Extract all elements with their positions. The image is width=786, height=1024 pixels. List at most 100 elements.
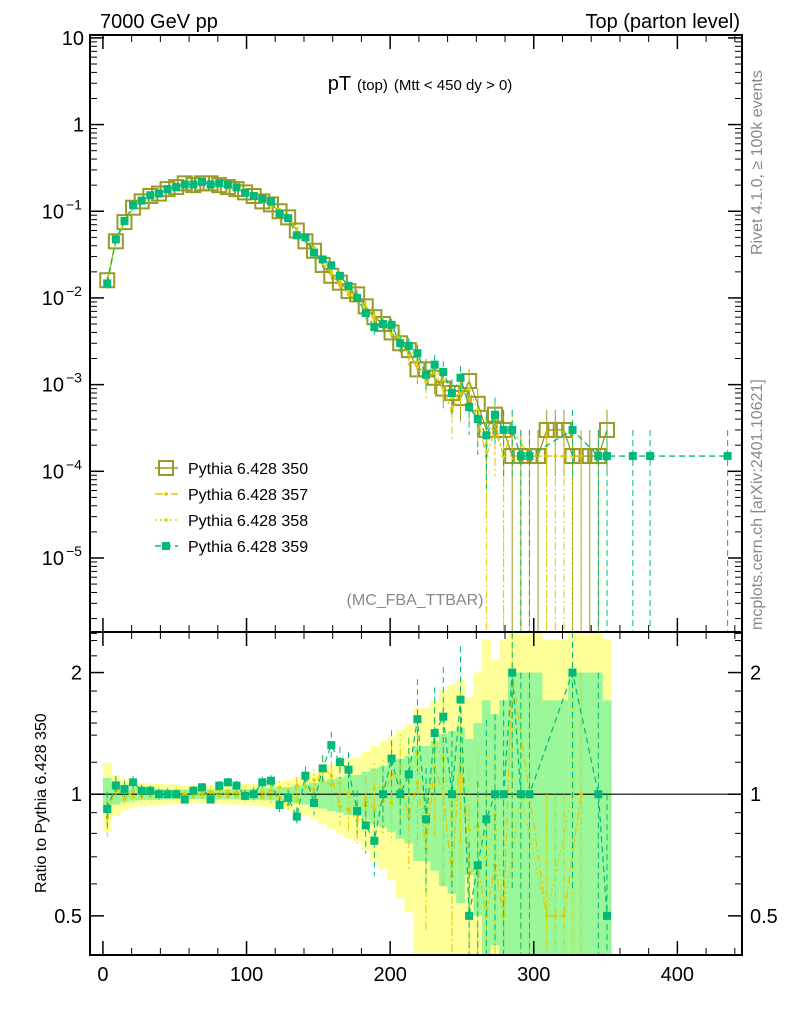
- x-tick-label: 300: [517, 964, 550, 986]
- ratio-point: [215, 781, 224, 790]
- data-point: [206, 180, 215, 189]
- ratio-series-359: [103, 632, 612, 955]
- ratio-point: [603, 911, 612, 920]
- ratio-point: [482, 815, 491, 824]
- ratio-point: [172, 790, 181, 799]
- ratio-y-tick-label-left: 0.5: [54, 906, 82, 928]
- ratio-point: [295, 783, 299, 788]
- data-point: [456, 373, 465, 382]
- ratio-point: [318, 764, 327, 773]
- data-point: [568, 425, 577, 434]
- data-point: [215, 179, 224, 188]
- data-point: [163, 185, 172, 194]
- ratio-point: [200, 794, 204, 798]
- data-point: [327, 261, 336, 270]
- ratio-point: [579, 792, 583, 796]
- band-inner: [533, 672, 543, 955]
- y-tick-label: 1: [73, 115, 84, 137]
- ratio-point: [346, 807, 351, 812]
- ratio-point: [447, 790, 456, 799]
- ratio-point: [146, 786, 155, 795]
- ratio-point: [137, 786, 146, 795]
- data-point: [439, 367, 448, 376]
- data-point: [404, 341, 413, 350]
- data-point: [189, 180, 198, 189]
- data-point: [198, 177, 207, 186]
- data-point: [467, 396, 471, 400]
- data-point: [154, 189, 163, 198]
- ratio-point: [154, 790, 163, 799]
- data-point: [335, 271, 344, 280]
- legend-marker: [158, 460, 174, 476]
- data-point: [306, 242, 323, 259]
- data-point: [346, 289, 351, 293]
- data-point: [465, 403, 474, 412]
- ratio-point: [292, 812, 301, 821]
- data-point: [441, 379, 446, 383]
- legend-marker: [164, 518, 168, 522]
- data-point: [430, 360, 439, 369]
- data-point: [116, 214, 133, 231]
- data-point: [346, 292, 351, 297]
- data-point: [501, 454, 506, 458]
- legend-label: Pythia 6.428 357: [188, 487, 308, 504]
- ratio-point: [338, 781, 342, 785]
- legend-label: Pythia 6.428 350: [188, 461, 308, 478]
- data-point: [579, 454, 583, 458]
- data-point: [422, 370, 431, 379]
- ratio-point: [284, 793, 293, 802]
- data-point: [353, 293, 362, 302]
- data-point: [241, 188, 250, 197]
- ratio-point: [499, 790, 508, 799]
- y-tick-label: 10: [42, 201, 64, 223]
- series-359: [103, 177, 732, 632]
- data-point: [172, 183, 181, 192]
- ratio-point: [191, 794, 196, 798]
- legend-marker: [164, 492, 168, 496]
- data-point: [499, 425, 508, 434]
- y-tick-label: 10: [42, 461, 64, 483]
- ratio-point: [189, 786, 198, 795]
- ratio-point: [525, 790, 534, 799]
- ratio-point: [465, 911, 474, 920]
- data-point: [372, 314, 377, 318]
- ratio-point: [516, 790, 525, 799]
- data-point: [570, 454, 575, 458]
- data-point: [249, 191, 258, 200]
- data-point: [458, 391, 463, 395]
- data-point: [508, 425, 517, 434]
- ratio-point: [389, 801, 394, 806]
- data-point: [107, 233, 124, 250]
- ratio-y-tick-label-right: 2: [750, 663, 761, 685]
- ratio-point: [473, 861, 482, 870]
- y-tick-exponent: −3: [66, 370, 82, 386]
- ratio-point: [249, 790, 258, 799]
- ratio-point: [286, 788, 290, 792]
- ratio-y-tick-label-left: 2: [71, 663, 82, 685]
- data-point: [447, 389, 456, 398]
- legend-label: Pythia 6.428 359: [188, 539, 308, 556]
- data-point: [266, 197, 275, 206]
- ratio-point: [206, 795, 215, 804]
- data-point: [450, 396, 454, 400]
- legend-marker: [162, 542, 170, 550]
- data-point: [370, 323, 379, 332]
- ratio-point: [344, 765, 353, 774]
- ratio-point: [111, 781, 120, 790]
- mcplots-label: mcplots.cern.ch [arXiv:2401.10621]: [749, 379, 766, 630]
- plot-title: pT (top) (Mtt < 450 dy > 0): [328, 73, 513, 95]
- data-point: [275, 209, 284, 218]
- ratio-point: [139, 795, 144, 799]
- x-tick-label: 400: [661, 964, 694, 986]
- ratio-point: [413, 715, 422, 724]
- ratio-point: [456, 695, 465, 704]
- ratio-point: [301, 771, 310, 780]
- ratio-ylabel: Ratio to Pythia 6.428 350: [33, 713, 50, 893]
- ratio-point: [361, 821, 370, 830]
- ratio-point: [310, 798, 319, 807]
- ratio-point: [346, 792, 351, 796]
- y-tick-label: 10: [42, 375, 64, 397]
- ratio-point: [148, 794, 153, 799]
- data-point: [329, 271, 334, 276]
